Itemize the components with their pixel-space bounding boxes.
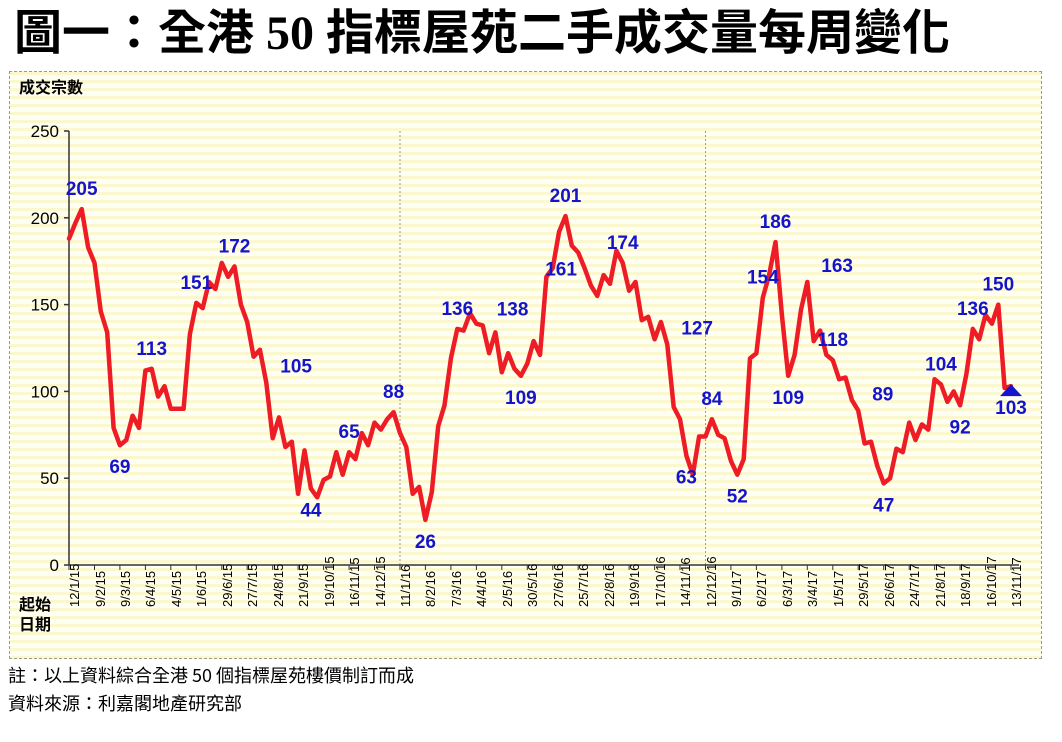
svg-text:44: 44 [300, 501, 322, 522]
svg-text:200: 200 [31, 209, 59, 228]
svg-text:89: 89 [872, 385, 893, 406]
svg-text:250: 250 [31, 122, 59, 141]
svg-text:136: 136 [957, 299, 989, 320]
svg-text:47: 47 [873, 495, 894, 516]
svg-text:63: 63 [676, 468, 697, 489]
svg-text:100: 100 [31, 382, 59, 401]
svg-text:103: 103 [995, 398, 1027, 419]
svg-text:138: 138 [497, 299, 529, 320]
svg-text:69: 69 [109, 457, 130, 478]
svg-text:118: 118 [817, 330, 848, 351]
svg-text:84: 84 [701, 389, 723, 410]
svg-text:127: 127 [681, 319, 713, 340]
svg-text:104: 104 [925, 355, 957, 376]
svg-text:163: 163 [821, 256, 853, 277]
svg-text:154: 154 [747, 268, 779, 289]
svg-text:161: 161 [545, 260, 577, 281]
svg-text:205: 205 [66, 179, 98, 200]
svg-text:201: 201 [550, 186, 582, 207]
svg-text:88: 88 [383, 382, 404, 403]
svg-text:26: 26 [415, 532, 436, 553]
svg-text:92: 92 [950, 417, 971, 438]
svg-text:151: 151 [180, 273, 212, 294]
svg-text:109: 109 [505, 388, 537, 409]
svg-text:150: 150 [31, 296, 59, 315]
svg-text:105: 105 [280, 357, 312, 378]
svg-text:136: 136 [441, 299, 473, 320]
svg-text:113: 113 [136, 339, 167, 360]
svg-text:65: 65 [339, 422, 361, 443]
svg-text:150: 150 [982, 275, 1014, 296]
svg-text:109: 109 [772, 388, 804, 409]
svg-text:0: 0 [50, 556, 59, 575]
svg-text:50: 50 [40, 469, 59, 488]
svg-text:52: 52 [727, 487, 748, 508]
svg-text:172: 172 [219, 236, 251, 257]
svg-text:174: 174 [607, 233, 639, 254]
svg-text:186: 186 [760, 212, 792, 233]
